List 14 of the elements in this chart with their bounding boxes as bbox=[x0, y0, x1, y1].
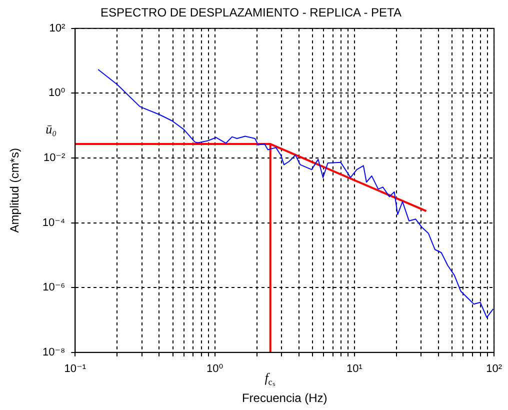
y-axis-title: Amplitud (cm*s) bbox=[8, 148, 22, 233]
x-tick-label: 10⁻¹ bbox=[64, 363, 86, 376]
y-tick-label: 10⁰ bbox=[48, 87, 66, 100]
x-tick-label: 10⁰ bbox=[206, 363, 224, 376]
chart-title: ESPECTRO DE DESPLAZAMIENTO - REPLICA - PETA bbox=[100, 6, 402, 20]
x-tick-label: 10¹ bbox=[346, 363, 363, 376]
text: ū₀ bbox=[46, 121, 57, 136]
x-tick-label: 10² bbox=[486, 363, 502, 376]
y-tick-label: 10² bbox=[49, 22, 66, 34]
y-tick-label: 10⁻⁸ bbox=[42, 346, 66, 358]
y-tick-label: 10⁻⁴ bbox=[42, 216, 66, 229]
y-tick-label: 10⁻² bbox=[43, 152, 66, 164]
y-tick-label: 10⁻⁶ bbox=[42, 282, 66, 294]
x-axis-title: Frecuencia (Hz) bbox=[242, 391, 328, 406]
